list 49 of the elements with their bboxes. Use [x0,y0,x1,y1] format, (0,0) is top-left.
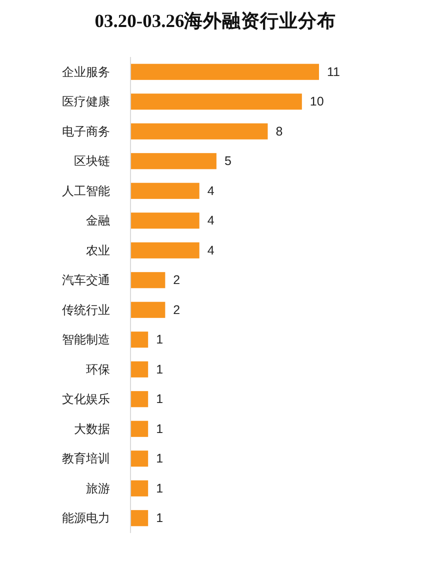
bar [131,64,319,80]
bar [131,420,148,437]
y-tick-label: 区块链 [74,154,110,168]
y-tick-label: 汽车交通 [62,273,110,288]
y-tick-label: 教育培训 [62,452,110,466]
data-label: 8 [276,124,283,138]
y-tick-label: 大数据 [74,422,110,436]
y-tick-label: 电子商务 [62,124,110,138]
bar [131,153,216,170]
bar [131,510,148,526]
y-tick-label: 金融 [86,214,110,228]
bar [131,302,166,318]
data-label: 10 [310,94,324,109]
bar [131,123,268,140]
y-tick-label: 智能制造 [62,332,110,347]
y-tick-label: 旅游 [86,481,110,496]
y-tick-label: 医疗健康 [62,94,110,109]
data-label: 1 [156,392,164,406]
data-label: 1 [156,422,164,436]
data-label: 1 [156,481,164,496]
bar [131,212,200,229]
y-tick-label: 能源电力 [62,511,110,526]
y-tick-label: 环保 [86,362,110,376]
bar [131,272,166,288]
bar [131,391,148,408]
data-label: 2 [173,273,180,288]
bar [131,242,200,258]
data-label: 5 [224,154,232,168]
data-label: 1 [156,452,164,466]
data-label: 1 [156,511,164,526]
data-label: 1 [156,332,164,347]
y-tick-label: 人工智能 [62,184,110,198]
data-label: 4 [207,243,214,258]
y-tick-label: 文化娱乐 [62,392,110,406]
bar [131,361,148,378]
bar [131,94,302,110]
bar [131,450,148,467]
y-tick-label: 农业 [86,243,110,258]
data-label: 1 [156,362,164,376]
bar [131,332,148,348]
chart-title: 03.20-03.26海外融资行业分布 [94,10,336,32]
data-label: 4 [207,214,214,228]
data-label: 11 [327,64,340,79]
data-label: 2 [173,302,180,317]
y-tick-label: 企业服务 [62,64,110,79]
y-tick-label: 传统行业 [62,302,110,317]
bar [131,182,200,199]
data-label: 4 [207,184,214,198]
bar [131,480,148,496]
